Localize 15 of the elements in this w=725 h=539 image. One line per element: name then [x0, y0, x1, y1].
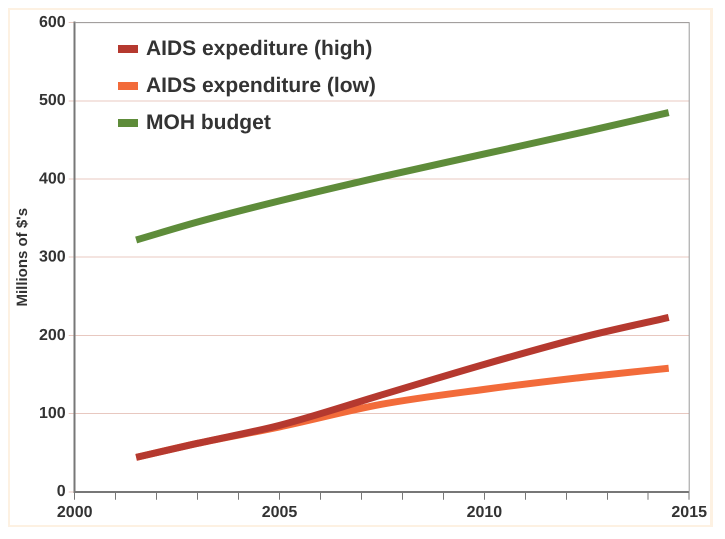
- legend-label: MOH budget: [146, 110, 271, 134]
- y-tick-label: 600: [38, 14, 66, 32]
- x-tick-label: 2000: [56, 504, 93, 521]
- legend-label: AIDS expenditure (low): [146, 74, 376, 98]
- y-tick-label: 0: [56, 483, 66, 500]
- y-tick-label: 500: [38, 92, 66, 110]
- y-tick-label: 400: [38, 170, 66, 188]
- x-tick-label: 2010: [466, 504, 502, 521]
- x-tick-label: 2005: [262, 504, 298, 521]
- legend-label: AIDS expediture (high): [146, 36, 372, 60]
- y-tick-label: 200: [38, 326, 66, 344]
- y-axis-title: Millions of $'s: [14, 208, 32, 306]
- y-tick-label: 100: [38, 405, 66, 422]
- x-tick-label: 2015: [671, 504, 708, 521]
- y-tick-label: 300: [38, 248, 66, 266]
